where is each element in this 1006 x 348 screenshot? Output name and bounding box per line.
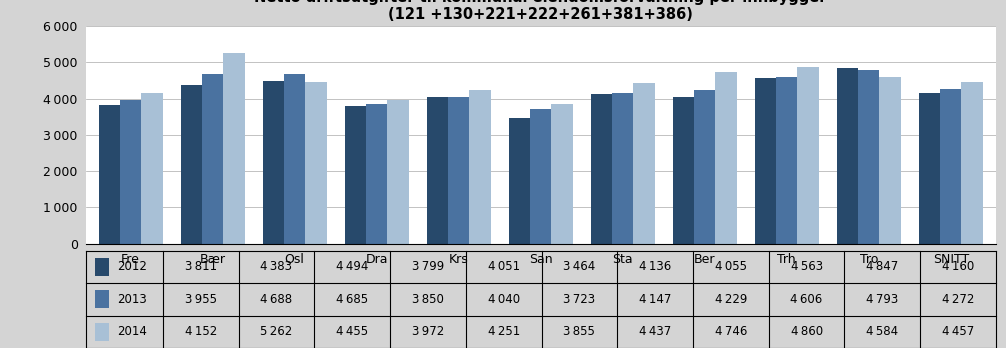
- Bar: [754, 78, 776, 244]
- Title: Netto driftsutgifter til kommunal eiendomsforvaltning per innbygger
(121 +130+22: Netto driftsutgifter til kommunal eiendo…: [255, 0, 827, 22]
- Bar: [470, 89, 491, 244]
- Text: 4 272: 4 272: [942, 293, 974, 306]
- Bar: [387, 100, 408, 244]
- Text: 4 383: 4 383: [261, 260, 293, 273]
- Text: 3 850: 3 850: [412, 293, 444, 306]
- Text: 3 723: 3 723: [563, 293, 596, 306]
- Bar: [694, 90, 715, 244]
- Text: 3 955: 3 955: [185, 293, 216, 306]
- Text: 4 055: 4 055: [715, 260, 746, 273]
- Bar: [202, 74, 223, 244]
- Bar: [263, 81, 284, 244]
- Bar: [509, 118, 530, 244]
- Text: 4 494: 4 494: [336, 260, 368, 273]
- Text: 4 685: 4 685: [336, 293, 368, 306]
- Bar: [95, 323, 110, 341]
- Text: 3 972: 3 972: [411, 325, 444, 338]
- Bar: [776, 77, 798, 244]
- Bar: [962, 82, 983, 244]
- Bar: [95, 258, 110, 276]
- Text: 2013: 2013: [117, 293, 147, 306]
- Bar: [551, 104, 572, 244]
- Bar: [715, 72, 736, 244]
- Text: 4 437: 4 437: [639, 325, 671, 338]
- Text: 4 688: 4 688: [261, 293, 293, 306]
- Text: 4 152: 4 152: [185, 325, 217, 338]
- Bar: [612, 93, 634, 244]
- Text: 4 563: 4 563: [791, 260, 823, 273]
- Text: 4 160: 4 160: [942, 260, 974, 273]
- Bar: [284, 74, 306, 244]
- Bar: [591, 94, 612, 244]
- Bar: [223, 53, 244, 244]
- Text: 4 457: 4 457: [942, 325, 974, 338]
- Bar: [634, 83, 655, 244]
- Bar: [530, 109, 551, 244]
- Bar: [673, 97, 694, 244]
- Text: 4 847: 4 847: [866, 260, 898, 273]
- Text: 4 251: 4 251: [488, 325, 520, 338]
- Text: 4 584: 4 584: [866, 325, 898, 338]
- Text: 4 860: 4 860: [791, 325, 823, 338]
- Text: 4 147: 4 147: [639, 293, 671, 306]
- Text: 4 793: 4 793: [866, 293, 898, 306]
- Bar: [941, 89, 962, 244]
- Bar: [306, 82, 327, 244]
- Text: 2012: 2012: [117, 260, 147, 273]
- Bar: [798, 68, 819, 244]
- Bar: [141, 93, 163, 244]
- Text: 4 229: 4 229: [714, 293, 747, 306]
- Text: 4 746: 4 746: [714, 325, 747, 338]
- Bar: [345, 106, 366, 244]
- Text: 4 051: 4 051: [488, 260, 520, 273]
- Text: 4 606: 4 606: [791, 293, 823, 306]
- Bar: [448, 97, 470, 244]
- Bar: [918, 93, 941, 244]
- Bar: [120, 100, 141, 244]
- Bar: [858, 70, 879, 244]
- Text: 4 455: 4 455: [336, 325, 368, 338]
- Text: 2014: 2014: [117, 325, 147, 338]
- Bar: [181, 85, 202, 244]
- Bar: [99, 105, 120, 244]
- Text: 3 799: 3 799: [411, 260, 444, 273]
- Text: 3 811: 3 811: [185, 260, 217, 273]
- Text: 3 464: 3 464: [563, 260, 596, 273]
- Text: 3 855: 3 855: [563, 325, 596, 338]
- Bar: [879, 77, 900, 244]
- Bar: [95, 290, 110, 308]
- Text: 5 262: 5 262: [261, 325, 293, 338]
- Bar: [366, 104, 387, 244]
- Bar: [427, 97, 448, 244]
- Text: 4 136: 4 136: [639, 260, 671, 273]
- Text: 4 040: 4 040: [488, 293, 520, 306]
- Bar: [837, 68, 858, 244]
